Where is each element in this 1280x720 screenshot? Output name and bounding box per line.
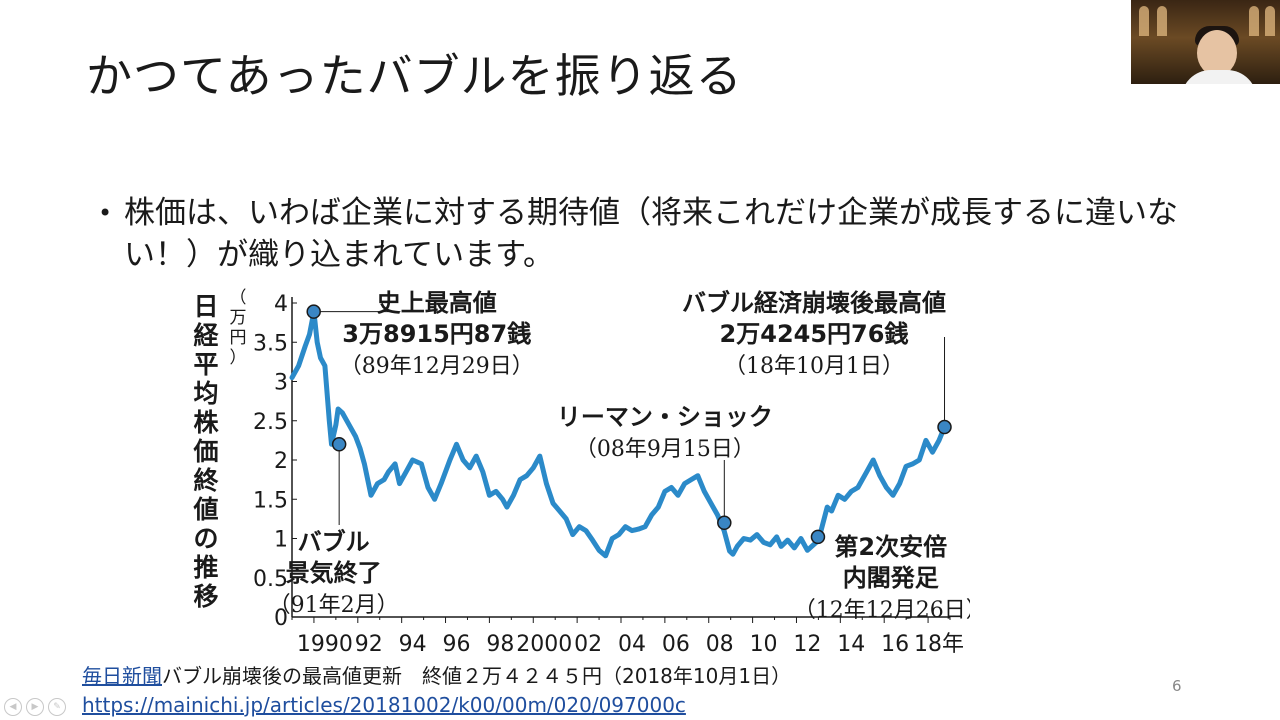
ylabel-char: 価 [192,437,218,466]
pen-icon[interactable]: ✎ [48,698,66,716]
x-tick-label: 92 [355,632,383,657]
y-tick-label: 4 [274,292,288,317]
x-tick-label: 06 [662,632,690,657]
source-link[interactable]: 毎日新聞 [82,664,162,688]
source-url[interactable]: https://mainichi.jp/articles/20181002/k0… [82,693,686,717]
source-description: バブル崩壊後の最高値更新 終値２万４２４５円（2018年10月1日） [162,664,792,688]
annotation-text: （08年9月15日） [575,437,755,462]
ylabel-char: の [193,524,218,553]
source-citation: 毎日新聞バブル崩壊後の最高値更新 終値２万４２４５円（2018年10月1日） h… [82,662,791,720]
y-tick-label: 3.5 [253,331,288,356]
event-marker [306,304,321,319]
x-tick-label: 98 [486,632,514,657]
bullet-point: • 株価は、いわば企業に対する期待値（将来これだけ企業が成長するに違いない！）が… [98,192,1198,276]
annotation-text: 2万4245円76銭 [720,320,909,348]
annotation-text: バブル経済崩壊後最高値 [682,289,946,317]
ylabel-char: 経 [193,321,219,350]
annotation-text: リーマン・ショック [557,403,773,431]
play-icon[interactable]: ▶ [26,698,44,716]
x-tick-label: 04 [618,632,646,657]
annotation-text: （89年12月29日） [340,354,534,379]
event-marker [810,529,826,545]
annotation-text: 3万8915円87銭 [342,320,531,348]
y-tick-label: 2 [274,449,288,474]
event-marker [331,437,347,452]
bullet-dot: • [98,199,113,227]
ylabel-char: 終 [193,466,218,495]
y-tick-label: 1.5 [253,488,288,513]
y-tick-label: 1 [274,528,288,553]
annotation-text: 第2次安倍 [834,533,947,561]
prev-slide-icon[interactable]: ◀ [4,698,22,716]
yunit-char: （ [230,288,247,308]
slide-title: かつてあったバブルを振り返る [86,49,743,103]
ylabel-char: 日 [193,292,218,321]
presenter-avatar [1197,30,1237,76]
x-tick-label: 12 [793,632,821,657]
ylabel-char: 移 [193,582,218,611]
slide-nav-controls: ◀ ▶ ✎ [4,698,66,716]
y-tick-label: 2.5 [253,410,288,435]
annotation-text: （12年12月26日） [794,598,970,623]
x-tick-label: 96 [443,632,471,657]
series-line [289,309,947,559]
event-marker [937,419,952,435]
annotation-text: 史上最高値 [377,289,497,317]
ylabel-char: 均 [193,379,218,408]
y-tick-label: 3 [274,371,288,396]
yunit-char: 万 [230,308,247,328]
x-tick-label: 2000 [516,632,572,657]
webcam-video [1131,0,1280,84]
x-tick-label: 14 [837,632,865,657]
bullet-text: 株価は、いわば企業に対する期待値（将来これだけ企業が成長するに違いない！）が織り… [124,195,1178,273]
ylabel-char: 株 [193,408,219,437]
annotation-text: （91年2月） [269,593,399,618]
annotation-text: 景気終了 [286,559,382,587]
ylabel-char: 値 [192,495,218,524]
x-tick-label: 1990 [297,632,353,657]
x-tick-label: 10 [750,632,778,657]
annotation-text: バブル [298,528,370,556]
chart: 日経平均株価終値の推移 （万円） 0 0.5 1 1.5 2 2.5 3 3.5 4 1990 92 94… [170,285,970,670]
x-tick-label: 94 [399,632,427,657]
ylabel-char: 平 [193,350,218,379]
yunit-char: ） [230,348,247,368]
y-tick-label: 0.5 [253,567,288,592]
x-tick-label: 08 [706,632,734,657]
page-number: 6 [1172,677,1182,695]
ylabel-char: 推 [193,553,218,582]
event-marker [717,515,732,531]
x-tick-label: 16 [881,632,909,657]
y-tick-label: 0 [274,606,288,631]
yunit-char: 円 [230,328,247,348]
annotation-text: 内閣発足 [843,564,939,592]
x-tick-label: 18年 [914,632,964,657]
x-tick-label: 02 [574,632,602,657]
annotation-text: （18年10月1日） [724,354,904,379]
